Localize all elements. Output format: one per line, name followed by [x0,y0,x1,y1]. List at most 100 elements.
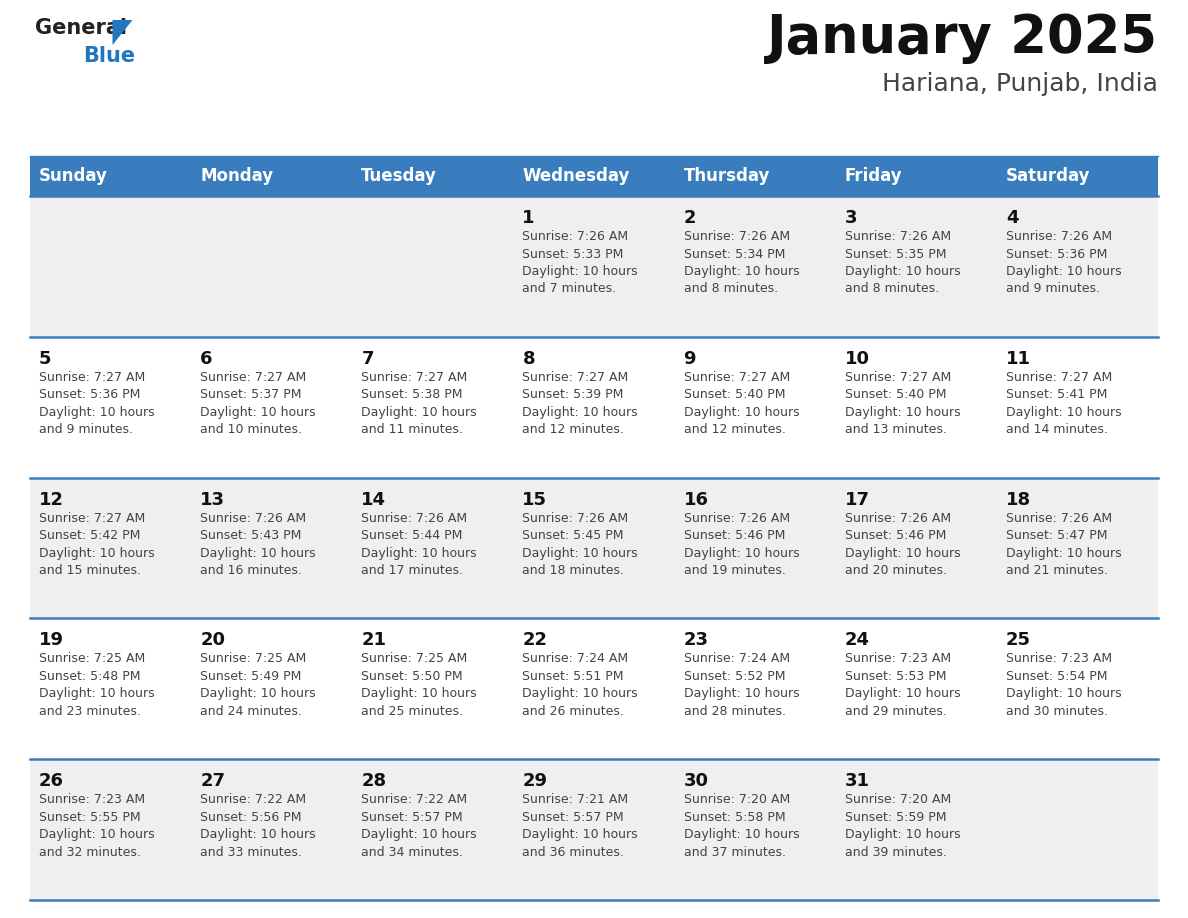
Text: Sunset: 5:36 PM: Sunset: 5:36 PM [1006,248,1107,261]
Text: 16: 16 [683,490,708,509]
Text: and 13 minutes.: and 13 minutes. [845,423,947,436]
Text: Daylight: 10 hours: Daylight: 10 hours [361,688,476,700]
Text: Sunset: 5:33 PM: Sunset: 5:33 PM [523,248,624,261]
Text: Sunrise: 7:27 AM: Sunrise: 7:27 AM [39,511,145,524]
Text: and 21 minutes.: and 21 minutes. [1006,564,1107,577]
Text: and 25 minutes.: and 25 minutes. [361,705,463,718]
Text: Sunset: 5:46 PM: Sunset: 5:46 PM [683,529,785,543]
Text: Thursday: Thursday [683,167,770,185]
Text: Sunrise: 7:27 AM: Sunrise: 7:27 AM [200,371,307,384]
Text: Sunrise: 7:26 AM: Sunrise: 7:26 AM [845,511,950,524]
Text: 10: 10 [845,350,870,368]
Text: 27: 27 [200,772,226,790]
Bar [513,196,675,337]
Text: Sunrise: 7:24 AM: Sunrise: 7:24 AM [683,653,790,666]
Bar [353,759,513,900]
Text: and 16 minutes.: and 16 minutes. [200,564,302,577]
Text: 12: 12 [39,490,64,509]
Text: 18: 18 [1006,490,1031,509]
Text: Sunset: 5:58 PM: Sunset: 5:58 PM [683,811,785,823]
Text: Daylight: 10 hours: Daylight: 10 hours [1006,688,1121,700]
Text: and 8 minutes.: and 8 minutes. [845,283,939,296]
Bar [191,196,353,337]
Text: Saturday: Saturday [1006,167,1091,185]
Text: Sunrise: 7:20 AM: Sunrise: 7:20 AM [683,793,790,806]
Text: Sunrise: 7:27 AM: Sunrise: 7:27 AM [39,371,145,384]
Bar [191,477,353,619]
Text: Sunrise: 7:22 AM: Sunrise: 7:22 AM [361,793,467,806]
Text: and 20 minutes.: and 20 minutes. [845,564,947,577]
Text: Monday: Monday [200,167,273,185]
Bar [835,337,997,477]
Bar [997,759,1158,900]
Text: Sunset: 5:59 PM: Sunset: 5:59 PM [845,811,946,823]
Text: and 36 minutes.: and 36 minutes. [523,845,625,858]
Text: Sunrise: 7:26 AM: Sunrise: 7:26 AM [683,511,790,524]
Text: and 39 minutes.: and 39 minutes. [845,845,947,858]
Text: Sunset: 5:40 PM: Sunset: 5:40 PM [845,388,946,401]
Text: 8: 8 [523,350,535,368]
Text: Daylight: 10 hours: Daylight: 10 hours [523,265,638,278]
Text: Wednesday: Wednesday [523,167,630,185]
Text: 15: 15 [523,490,548,509]
Bar [675,759,835,900]
Text: Sunset: 5:45 PM: Sunset: 5:45 PM [523,529,624,543]
Bar [30,619,191,759]
Text: Sunrise: 7:26 AM: Sunrise: 7:26 AM [523,230,628,243]
Bar [835,759,997,900]
Bar [997,619,1158,759]
Text: Sunset: 5:51 PM: Sunset: 5:51 PM [523,670,624,683]
Text: Sunrise: 7:25 AM: Sunrise: 7:25 AM [361,653,468,666]
Text: and 8 minutes.: and 8 minutes. [683,283,778,296]
Bar [30,337,191,477]
Text: Sunrise: 7:26 AM: Sunrise: 7:26 AM [1006,511,1112,524]
Text: 17: 17 [845,490,870,509]
Text: 2: 2 [683,209,696,227]
Text: and 32 minutes.: and 32 minutes. [39,845,141,858]
Text: Daylight: 10 hours: Daylight: 10 hours [39,828,154,841]
Text: 11: 11 [1006,350,1031,368]
Bar [353,196,513,337]
Text: Sunrise: 7:26 AM: Sunrise: 7:26 AM [361,511,467,524]
Text: Sunrise: 7:27 AM: Sunrise: 7:27 AM [523,371,628,384]
Text: Sunrise: 7:25 AM: Sunrise: 7:25 AM [39,653,145,666]
Text: 7: 7 [361,350,374,368]
Text: Daylight: 10 hours: Daylight: 10 hours [361,406,476,419]
Bar [513,619,675,759]
Bar [997,337,1158,477]
Text: and 14 minutes.: and 14 minutes. [1006,423,1107,436]
Text: Sunset: 5:37 PM: Sunset: 5:37 PM [200,388,302,401]
Text: Sunrise: 7:23 AM: Sunrise: 7:23 AM [1006,653,1112,666]
Text: 25: 25 [1006,632,1031,649]
Text: and 19 minutes.: and 19 minutes. [683,564,785,577]
Text: Daylight: 10 hours: Daylight: 10 hours [361,828,476,841]
Text: Tuesday: Tuesday [361,167,437,185]
Text: Daylight: 10 hours: Daylight: 10 hours [683,406,800,419]
Bar [191,619,353,759]
Text: 30: 30 [683,772,708,790]
Text: Sunday: Sunday [39,167,108,185]
Text: Daylight: 10 hours: Daylight: 10 hours [683,546,800,560]
Text: Daylight: 10 hours: Daylight: 10 hours [845,406,960,419]
Text: 3: 3 [845,209,858,227]
Text: 22: 22 [523,632,548,649]
Bar [675,196,835,337]
Text: 29: 29 [523,772,548,790]
Text: Daylight: 10 hours: Daylight: 10 hours [845,828,960,841]
Bar [353,619,513,759]
Bar [675,337,835,477]
Text: Daylight: 10 hours: Daylight: 10 hours [523,546,638,560]
Text: Daylight: 10 hours: Daylight: 10 hours [200,828,316,841]
Text: and 11 minutes.: and 11 minutes. [361,423,463,436]
Text: Friday: Friday [845,167,903,185]
Text: Sunset: 5:56 PM: Sunset: 5:56 PM [200,811,302,823]
Text: Hariana, Punjab, India: Hariana, Punjab, India [883,72,1158,96]
Bar [835,477,997,619]
Bar [30,477,191,619]
Text: Sunset: 5:55 PM: Sunset: 5:55 PM [39,811,140,823]
Text: and 10 minutes.: and 10 minutes. [200,423,302,436]
Text: and 26 minutes.: and 26 minutes. [523,705,625,718]
Text: and 23 minutes.: and 23 minutes. [39,705,141,718]
Text: 21: 21 [361,632,386,649]
Text: Sunrise: 7:23 AM: Sunrise: 7:23 AM [845,653,950,666]
